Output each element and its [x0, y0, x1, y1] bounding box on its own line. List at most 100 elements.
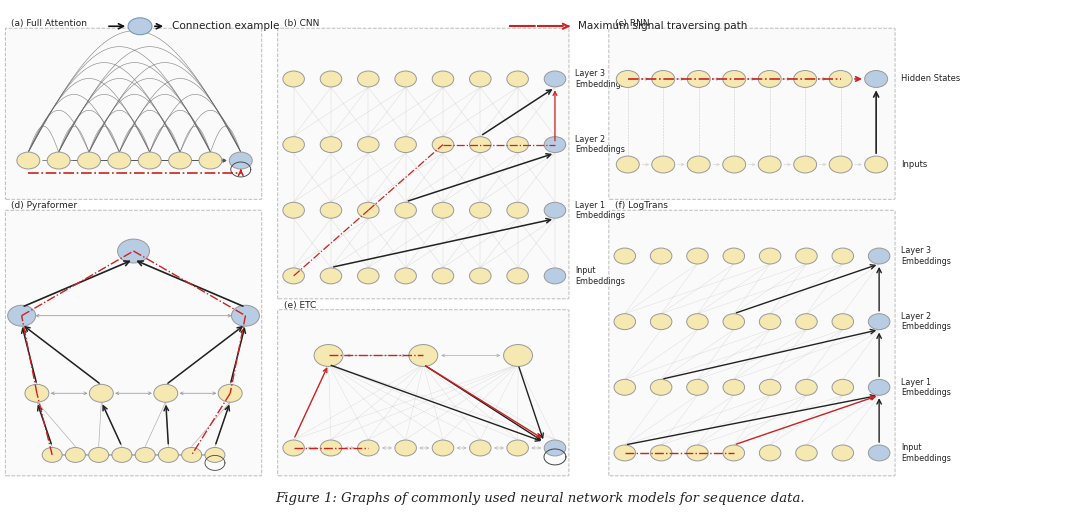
Ellipse shape [794, 70, 816, 88]
FancyBboxPatch shape [5, 28, 261, 199]
Ellipse shape [432, 268, 454, 284]
Ellipse shape [432, 71, 454, 87]
Ellipse shape [759, 379, 781, 395]
Ellipse shape [503, 344, 532, 366]
Text: (b) CNN: (b) CNN [284, 19, 319, 28]
Text: (e) ETC: (e) ETC [284, 301, 316, 310]
Ellipse shape [395, 137, 417, 153]
Ellipse shape [395, 268, 417, 284]
Ellipse shape [17, 152, 40, 169]
Ellipse shape [90, 384, 113, 402]
Text: Hidden States: Hidden States [901, 75, 960, 83]
Ellipse shape [615, 314, 635, 329]
Ellipse shape [283, 71, 305, 87]
Ellipse shape [687, 156, 711, 173]
Ellipse shape [118, 239, 149, 263]
Text: Figure 1: Graphs of commonly used neural network models for sequence data.: Figure 1: Graphs of commonly used neural… [275, 492, 805, 505]
FancyBboxPatch shape [278, 310, 569, 476]
Ellipse shape [829, 156, 852, 173]
Ellipse shape [507, 203, 528, 218]
Ellipse shape [759, 248, 781, 264]
Ellipse shape [723, 70, 745, 88]
Ellipse shape [758, 70, 781, 88]
Ellipse shape [470, 137, 491, 153]
Ellipse shape [470, 268, 491, 284]
Ellipse shape [796, 314, 818, 329]
Text: (d) Pyraformer: (d) Pyraformer [12, 202, 78, 210]
Ellipse shape [78, 152, 100, 169]
Ellipse shape [129, 18, 152, 35]
Ellipse shape [687, 445, 708, 461]
Ellipse shape [153, 384, 178, 402]
Ellipse shape [652, 156, 675, 173]
Ellipse shape [832, 445, 853, 461]
Ellipse shape [507, 440, 528, 456]
Ellipse shape [395, 440, 417, 456]
Ellipse shape [320, 71, 341, 87]
FancyBboxPatch shape [609, 210, 895, 476]
Ellipse shape [615, 248, 635, 264]
Ellipse shape [42, 448, 63, 463]
Ellipse shape [8, 305, 36, 326]
FancyBboxPatch shape [278, 28, 569, 299]
Ellipse shape [794, 156, 816, 173]
Text: Layer 3
Embeddings: Layer 3 Embeddings [575, 69, 625, 89]
Ellipse shape [409, 344, 437, 366]
Ellipse shape [320, 440, 341, 456]
Ellipse shape [650, 314, 672, 329]
Ellipse shape [229, 152, 253, 169]
FancyBboxPatch shape [5, 210, 261, 476]
Ellipse shape [357, 268, 379, 284]
Ellipse shape [829, 70, 852, 88]
Ellipse shape [25, 384, 49, 402]
Ellipse shape [650, 445, 672, 461]
Ellipse shape [181, 448, 202, 463]
Ellipse shape [138, 152, 161, 169]
Ellipse shape [544, 71, 566, 87]
Ellipse shape [796, 379, 818, 395]
Text: Maximum signal traversing path: Maximum signal traversing path [578, 21, 747, 31]
Ellipse shape [507, 137, 528, 153]
Ellipse shape [832, 314, 853, 329]
Ellipse shape [66, 448, 85, 463]
Ellipse shape [357, 203, 379, 218]
Ellipse shape [89, 448, 109, 463]
Ellipse shape [48, 152, 70, 169]
Ellipse shape [868, 379, 890, 395]
Text: Layer 2
Embeddings: Layer 2 Embeddings [901, 312, 951, 332]
Ellipse shape [231, 305, 259, 326]
Ellipse shape [544, 440, 566, 456]
Ellipse shape [112, 448, 132, 463]
Ellipse shape [796, 445, 818, 461]
Ellipse shape [544, 203, 566, 218]
Ellipse shape [199, 152, 221, 169]
Ellipse shape [357, 440, 379, 456]
Ellipse shape [650, 248, 672, 264]
Text: Layer 2
Embeddings: Layer 2 Embeddings [575, 135, 625, 154]
Ellipse shape [320, 137, 341, 153]
Text: Layer 3
Embeddings: Layer 3 Embeddings [901, 247, 951, 266]
Ellipse shape [723, 156, 745, 173]
FancyBboxPatch shape [609, 28, 895, 199]
Ellipse shape [507, 71, 528, 87]
Ellipse shape [617, 70, 639, 88]
Ellipse shape [687, 379, 708, 395]
Ellipse shape [723, 379, 744, 395]
Ellipse shape [544, 137, 566, 153]
Ellipse shape [615, 445, 635, 461]
Ellipse shape [168, 152, 191, 169]
Ellipse shape [832, 248, 853, 264]
Ellipse shape [759, 314, 781, 329]
Ellipse shape [283, 203, 305, 218]
Ellipse shape [507, 268, 528, 284]
Ellipse shape [357, 137, 379, 153]
Ellipse shape [159, 448, 178, 463]
Ellipse shape [470, 203, 491, 218]
Ellipse shape [135, 448, 156, 463]
Ellipse shape [314, 344, 343, 366]
Ellipse shape [470, 71, 491, 87]
Ellipse shape [868, 314, 890, 329]
Ellipse shape [832, 379, 853, 395]
Ellipse shape [687, 248, 708, 264]
Ellipse shape [650, 379, 672, 395]
